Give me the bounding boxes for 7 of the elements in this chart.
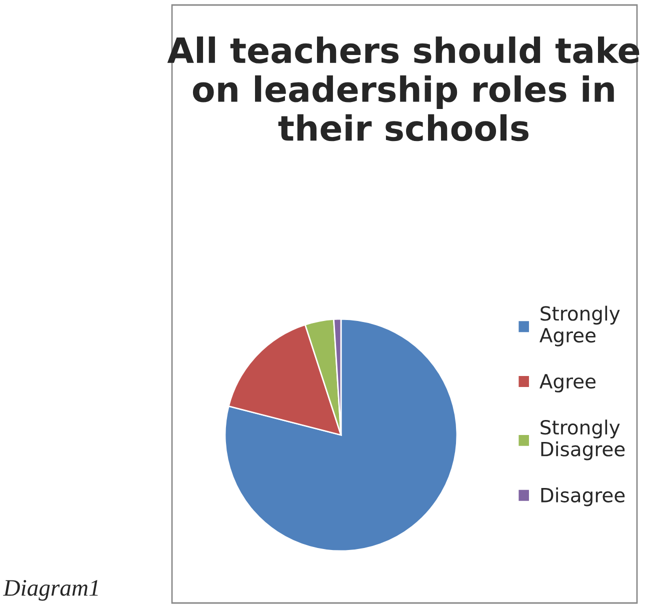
pie-slice	[224, 318, 458, 552]
legend-label: Agree	[540, 374, 596, 392]
legend-label: Strongly Disagree	[540, 420, 625, 460]
legend-label: Strongly Agree	[540, 306, 620, 346]
text: Diagram1	[2, 580, 98, 601]
legend-label: Disagree	[541, 487, 625, 506]
chart-title: All teachers should take on leadership roles in their schools	[167, 36, 640, 142]
